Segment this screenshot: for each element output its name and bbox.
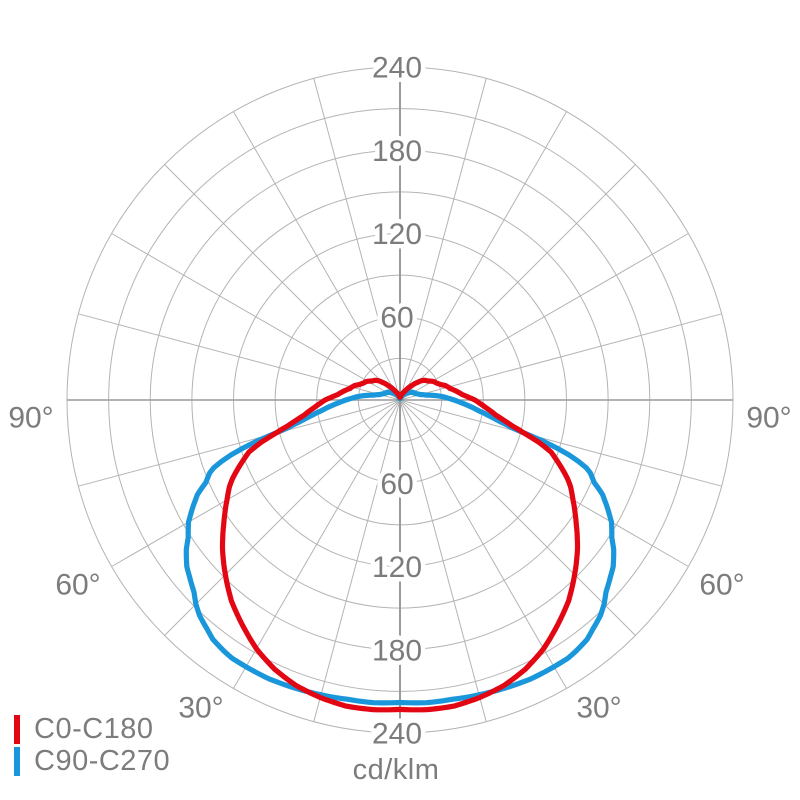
ring-tick-label: 120 (372, 551, 422, 584)
ring-tick-label: 240 (372, 52, 422, 85)
legend: C0-C180 C90-C270 (14, 714, 170, 776)
angle-label: 30° (576, 692, 621, 725)
units-label: cd/klm (352, 754, 440, 786)
angle-label: 30° (178, 692, 223, 725)
angle-label: 90° (8, 402, 53, 435)
ring-tick-label: 60 (380, 468, 413, 501)
ring-tick-label: 180 (372, 135, 422, 168)
curves (183, 377, 617, 713)
curve-c0-c180 (219, 377, 581, 713)
legend-item-c0-c180: C0-C180 (14, 714, 170, 744)
ring-labels: 60 60 120 120 180 180 240 240 (367, 47, 426, 755)
angle-labels: 90° 90° 60° 60° 30° 30° (4, 397, 796, 729)
legend-swatch-blue (14, 746, 20, 776)
curve-c90-c270 (183, 389, 617, 706)
ring-tick-label: 180 (372, 634, 422, 667)
ring-tick-label: 120 (372, 218, 422, 251)
legend-item-c90-c270: C90-C270 (14, 746, 170, 776)
legend-swatch-red (14, 714, 20, 744)
ring-tick-label: 60 (380, 301, 413, 334)
angle-label: 90° (746, 402, 791, 435)
legend-label-c90-c270: C90-C270 (34, 745, 171, 777)
polar-grid (66, 66, 734, 734)
ring-tick-label: 240 (372, 718, 422, 751)
angle-label: 60° (699, 569, 744, 602)
angle-label: 60° (55, 569, 100, 602)
legend-label-c0-c180: C0-C180 (34, 713, 154, 745)
